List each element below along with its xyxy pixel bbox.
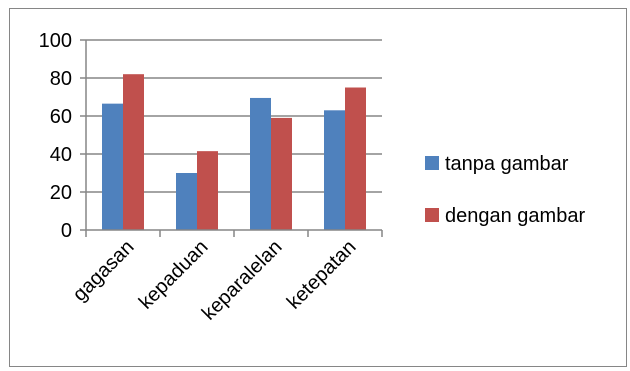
x-axis — [85, 229, 383, 237]
bar-tanpa-gambar-gagasan — [102, 103, 123, 230]
category-label-ketepatan: ketepatan — [283, 236, 361, 314]
legend-label-dengan-gambar: dengan gambar — [445, 205, 585, 227]
legend-label-tanpa-gambar: tanpa gambar — [445, 153, 569, 175]
legend-swatch-dengan-gambar — [425, 208, 439, 222]
bar-dengan-gambar-kepaduan — [197, 151, 218, 230]
y-tick-label: 60 — [50, 106, 72, 128]
category-label-keparalelan: keparalelan — [198, 236, 287, 325]
category-label-gagasan: gagasan — [69, 236, 139, 306]
bar-tanpa-gambar-keparalelan — [250, 97, 271, 230]
bar-tanpa-gambar-ketepatan — [324, 110, 345, 230]
y-tick-label: 80 — [50, 68, 72, 90]
legend-swatch-tanpa-gambar — [425, 156, 439, 170]
bar-tanpa-gambar-kepaduan — [176, 173, 197, 230]
y-axis-tick-labels: 0 20 40 60 80 100 — [39, 30, 87, 242]
y-tick-label: 0 — [61, 220, 72, 242]
y-tick-label: 20 — [50, 182, 72, 204]
category-label-kepaduan: kepaduan — [135, 236, 213, 314]
bar-dengan-gambar-ketepatan — [345, 87, 366, 230]
bar-dengan-gambar-gagasan — [123, 74, 144, 230]
y-tick-label: 40 — [50, 144, 72, 166]
bar-dengan-gambar-keparalelan — [271, 117, 292, 230]
y-tick-label: 100 — [39, 30, 72, 52]
bars — [102, 74, 366, 230]
legend: tanpa gambar dengan gambar — [425, 153, 585, 227]
